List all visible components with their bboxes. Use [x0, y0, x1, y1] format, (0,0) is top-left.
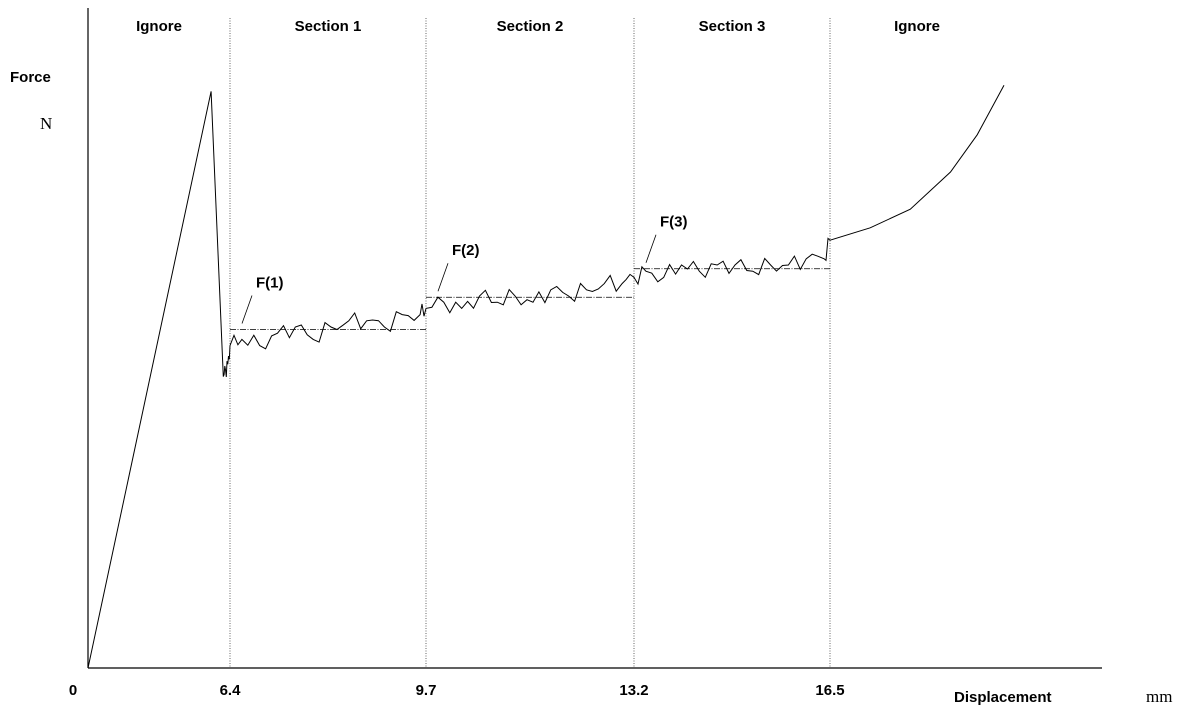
section-dividers — [229, 18, 831, 668]
y-axis-unit: N — [40, 114, 52, 133]
y-axis-label: Force — [10, 69, 51, 86]
force-level-leader — [645, 234, 657, 263]
force-levels: F(1) F(2) F(3) — [230, 214, 830, 330]
section-label: Section 2 — [497, 18, 564, 35]
x-tick-label: 9.7 — [416, 682, 437, 699]
section-label: Section 3 — [699, 18, 766, 35]
force-level-label: F(1) — [256, 274, 284, 291]
force-level-leader — [437, 263, 449, 292]
x-tick-label: 13.2 — [619, 682, 648, 699]
x-axis-unit: mm — [1146, 687, 1172, 706]
section-label: Section 1 — [295, 18, 362, 35]
section-label: Ignore — [894, 18, 940, 35]
x-axis-label: Displacement — [954, 689, 1052, 706]
force-curve — [87, 84, 1005, 669]
x-tick-labels: 0 6.4 9.7 13.2 16.5 — [69, 682, 845, 699]
x-tick-label: 6.4 — [220, 682, 242, 699]
x-tick-label: 0 — [69, 682, 77, 699]
force-level-label: F(3) — [660, 214, 688, 231]
x-tick-label: 16.5 — [815, 682, 844, 699]
force-level-leader — [241, 295, 253, 324]
section-labels: Ignore Section 1 Section 2 Section 3 Ignore — [136, 18, 940, 35]
force-level-label: F(2) — [452, 242, 480, 259]
section-label: Ignore — [136, 18, 182, 35]
